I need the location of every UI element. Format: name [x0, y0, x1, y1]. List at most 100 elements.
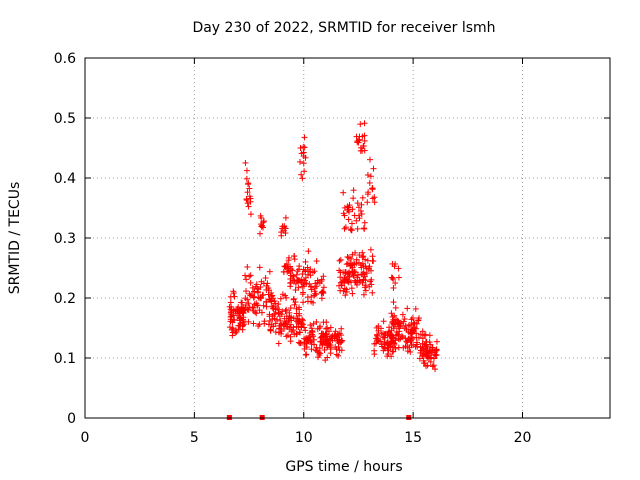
data-point	[242, 159, 249, 166]
data-point	[226, 324, 233, 331]
data-point	[378, 341, 385, 348]
data-point	[369, 185, 376, 192]
data-point	[400, 318, 407, 325]
data-point	[338, 332, 345, 339]
data-point	[340, 189, 347, 196]
data-point	[262, 275, 269, 282]
data-point	[227, 306, 234, 313]
data-point	[375, 327, 382, 334]
data-point	[235, 322, 242, 329]
data-point	[277, 326, 284, 333]
data-point	[316, 345, 323, 352]
data-point	[353, 260, 360, 267]
data-point	[413, 330, 420, 337]
data-point	[231, 293, 238, 300]
data-point	[359, 279, 366, 286]
data-point	[366, 156, 373, 163]
data-point	[280, 268, 287, 275]
data-point	[247, 292, 254, 299]
data-point	[257, 221, 264, 228]
data-point	[349, 269, 356, 276]
data-point	[299, 283, 306, 290]
data-point	[302, 327, 309, 334]
data-point	[318, 278, 325, 285]
data-point	[311, 292, 318, 299]
data-point	[250, 307, 257, 314]
data-point	[301, 341, 308, 348]
data-point	[432, 352, 439, 359]
data-point	[410, 319, 417, 326]
data-point	[412, 305, 419, 312]
data-point	[301, 277, 308, 284]
data-point	[301, 168, 308, 175]
data-point	[256, 264, 263, 271]
data-point	[419, 328, 426, 335]
data-point	[433, 346, 440, 353]
data-point	[244, 200, 251, 207]
data-point	[325, 340, 332, 347]
data-point	[384, 353, 391, 360]
data-point	[316, 351, 323, 358]
data-point	[243, 196, 250, 203]
data-point	[389, 348, 396, 355]
data-point	[298, 276, 305, 283]
data-point	[416, 315, 423, 322]
data-point	[356, 136, 363, 143]
data-point	[369, 289, 376, 296]
data-point	[245, 318, 252, 325]
data-point	[337, 287, 344, 294]
data-point	[230, 288, 237, 295]
data-point	[350, 195, 357, 202]
data-point	[255, 322, 262, 329]
data-point	[340, 269, 347, 276]
data-point	[337, 256, 344, 263]
data-point	[302, 274, 309, 281]
data-point	[296, 306, 303, 313]
x-tick-labels: 0 5 10 15 20	[81, 430, 532, 446]
data-point	[307, 338, 314, 345]
data-point	[239, 326, 246, 333]
data-point	[292, 280, 299, 287]
data-point	[291, 278, 298, 285]
data-point	[409, 329, 416, 336]
y-tick-label: 0.4	[54, 171, 76, 187]
data-point	[258, 278, 265, 285]
data-point	[361, 284, 368, 291]
data-point	[312, 347, 319, 354]
data-point	[337, 279, 344, 286]
x-axis-label: GPS time / hours	[285, 459, 402, 475]
data-point	[229, 329, 236, 336]
data-point	[359, 147, 366, 154]
data-point	[322, 331, 329, 338]
data-point	[321, 347, 328, 354]
data-point	[260, 302, 267, 309]
data-point	[282, 214, 289, 221]
data-point	[276, 322, 283, 329]
data-point	[352, 249, 359, 256]
data-points	[226, 120, 440, 373]
data-point	[304, 271, 311, 278]
data-point	[299, 321, 306, 328]
data-point	[343, 276, 350, 283]
data-point	[297, 158, 304, 165]
data-point	[345, 206, 352, 213]
data-point	[371, 347, 378, 354]
data-point	[283, 333, 290, 340]
data-point	[344, 203, 351, 210]
data-point	[270, 305, 277, 312]
data-point	[251, 293, 258, 300]
data-point	[318, 290, 325, 297]
data-point	[291, 301, 298, 308]
data-point	[313, 344, 320, 351]
plot-frame	[84, 57, 611, 419]
data-point	[361, 225, 368, 232]
data-point	[287, 338, 294, 345]
data-point	[349, 264, 356, 271]
data-point	[311, 336, 318, 343]
gridlines	[85, 58, 610, 418]
data-point	[295, 324, 302, 331]
y-tick-label: 0.3	[54, 231, 76, 247]
data-point	[359, 194, 366, 201]
data-point	[243, 175, 250, 182]
data-point	[317, 338, 324, 345]
